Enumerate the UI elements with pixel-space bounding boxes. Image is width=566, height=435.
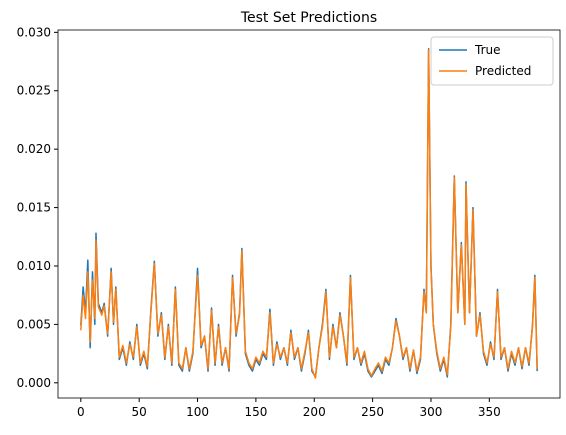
y-tick-label: 0.000 (17, 376, 51, 390)
legend-label: Predicted (475, 64, 531, 78)
x-tick-label: 150 (244, 405, 267, 419)
legend-label: True (474, 43, 501, 57)
y-tick-label: 0.005 (17, 317, 51, 331)
y-tick-label: 0.030 (17, 25, 51, 39)
plot-frame (57, 29, 561, 399)
legend-box (430, 36, 554, 86)
x-tick-label: 200 (303, 405, 326, 419)
x-tick-label: 250 (361, 405, 384, 419)
y-tick-label: 0.025 (17, 84, 51, 98)
y-tick-label: 0.010 (17, 259, 51, 273)
y-tick-label: 0.015 (17, 201, 51, 215)
x-tick-label: 300 (420, 405, 443, 419)
x-tick-label: 50 (132, 405, 147, 419)
chart-title: Test Set Predictions (240, 10, 377, 26)
x-tick-label: 350 (478, 405, 501, 419)
y-tick-label: 0.020 (17, 142, 51, 156)
series-line (80, 49, 538, 379)
x-tick-label: 0 (77, 405, 85, 419)
x-tick-label: 100 (186, 405, 209, 419)
